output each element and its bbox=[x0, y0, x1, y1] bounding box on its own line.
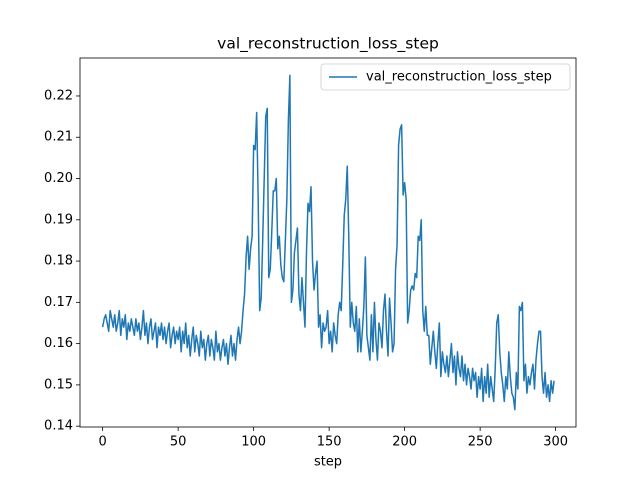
y-tick-label: 0.15 bbox=[44, 377, 73, 392]
y-tick-label: 0.18 bbox=[44, 254, 73, 269]
x-tick-label: 100 bbox=[241, 435, 266, 450]
y-tick-label: 0.19 bbox=[44, 212, 73, 227]
x-tick-label: 200 bbox=[392, 435, 417, 450]
x-tick-label: 150 bbox=[317, 435, 342, 450]
x-tick-label: 0 bbox=[99, 435, 107, 450]
x-tick-label: 250 bbox=[468, 435, 493, 450]
y-tick-label: 0.21 bbox=[44, 130, 73, 145]
y-tick-label: 0.16 bbox=[44, 336, 73, 351]
legend-box bbox=[320, 63, 571, 91]
y-tick-label: 0.20 bbox=[44, 171, 73, 186]
legend-label: val_reconstruction_loss_step bbox=[366, 70, 552, 85]
chart-title: val_reconstruction_loss_step bbox=[217, 35, 439, 54]
y-tick-label: 0.22 bbox=[44, 88, 73, 103]
y-tick-label: 0.17 bbox=[44, 295, 73, 310]
line-series bbox=[101, 74, 555, 411]
plot-frame bbox=[79, 57, 577, 428]
x-tick-label: 50 bbox=[170, 435, 187, 450]
y-tick-label: 0.14 bbox=[44, 419, 73, 434]
x-tick-label: 300 bbox=[543, 435, 568, 450]
x-axis-label: step bbox=[314, 455, 342, 470]
